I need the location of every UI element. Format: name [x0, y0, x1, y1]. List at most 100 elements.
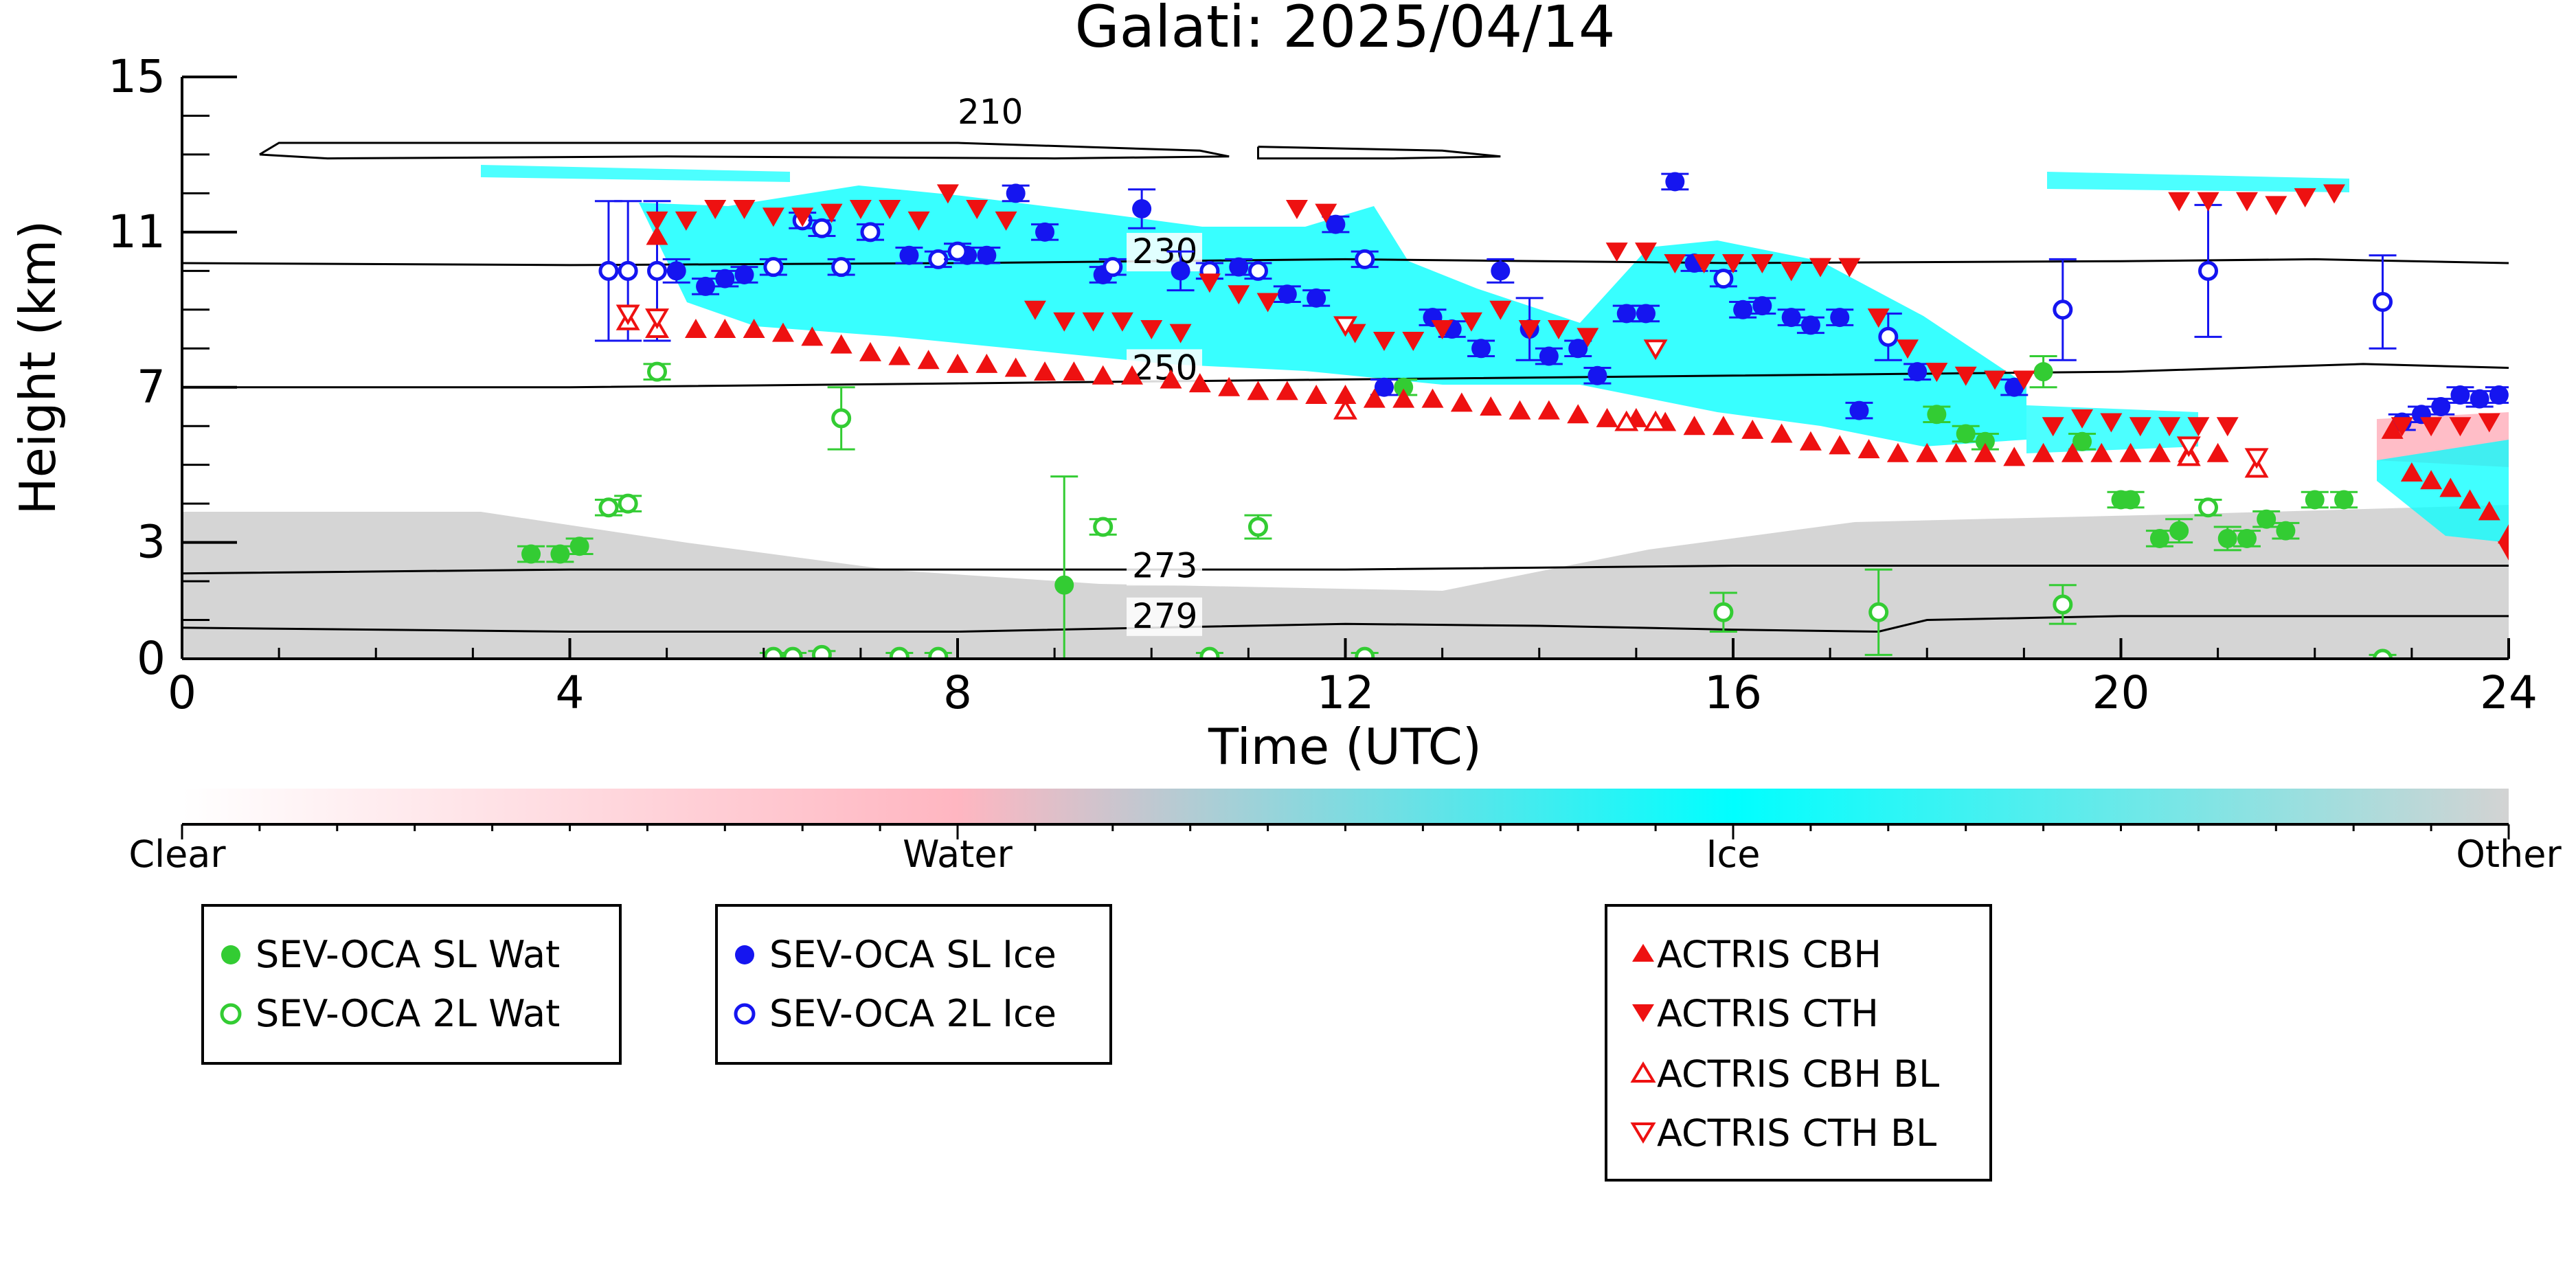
data-point — [2216, 417, 2239, 437]
data-point — [521, 544, 541, 564]
data-point — [831, 408, 852, 429]
data-point — [1392, 388, 1415, 408]
data-point — [1199, 646, 1220, 659]
colorbar-gradient — [182, 789, 2509, 823]
y-tick-label: 0 — [137, 632, 166, 685]
data-point — [1450, 392, 1473, 412]
data-point — [1169, 324, 1192, 343]
data-point — [2305, 490, 2325, 510]
data-point — [1664, 254, 1686, 274]
data-point — [936, 184, 959, 204]
data-point — [2197, 192, 2219, 212]
data-point — [2061, 442, 2083, 462]
data-point — [1160, 369, 1182, 389]
contour-label: 279 — [1132, 596, 1197, 636]
data-point — [1984, 370, 2007, 390]
legend-actris: ACTRIS CBH ACTRIS CTH ACTRIS CBH BL ACTR… — [1605, 904, 1992, 1182]
data-point — [1460, 312, 1482, 332]
data-point — [2148, 442, 2171, 462]
data-point — [1053, 312, 1076, 332]
data-point — [2169, 521, 2189, 541]
y-tick-label: 11 — [108, 205, 166, 258]
data-point — [1830, 308, 1850, 328]
data-point — [1838, 258, 1861, 278]
data-point — [1276, 381, 1298, 400]
data-point — [860, 222, 881, 242]
data-point — [1849, 400, 1869, 420]
data-point — [2265, 196, 2287, 216]
data-point — [598, 260, 619, 281]
data-point — [1491, 261, 1511, 281]
data-point — [1103, 257, 1123, 278]
data-point — [2489, 385, 2509, 405]
data-point — [2470, 389, 2489, 409]
data-point — [1643, 339, 1668, 361]
data-point — [2053, 300, 2073, 320]
colorbar-label-other: Other — [2456, 833, 2562, 876]
temperature-contour — [259, 142, 1230, 160]
data-point — [1886, 442, 1909, 462]
data-point — [2498, 541, 2509, 561]
data-point — [1588, 365, 1607, 385]
data-point — [1751, 254, 1774, 274]
data-point — [1568, 339, 1588, 359]
data-point — [2176, 436, 2201, 457]
data-point — [1780, 262, 1803, 282]
data-point — [1218, 376, 1241, 396]
series-sev-oca-sl-ice — [662, 172, 2509, 432]
data-point — [2420, 417, 2443, 437]
data-point — [1402, 331, 1425, 351]
x-tick-label: 0 — [168, 666, 196, 719]
data-point — [1509, 400, 1531, 420]
data-point — [1539, 346, 1559, 366]
data-point — [2013, 370, 2035, 390]
data-point — [917, 350, 940, 370]
legend-marker-cbh — [1632, 944, 1654, 962]
y-tick-label: 3 — [137, 516, 166, 569]
colorbar-label-water: Water — [903, 833, 1013, 876]
data-point — [1636, 304, 1656, 324]
legend-label-cth: ACTRIS CTH — [1657, 992, 1879, 1035]
data-point — [2420, 470, 2443, 490]
contour-label-bg — [1127, 547, 1203, 586]
data-point — [1927, 405, 1947, 425]
data-point — [2450, 385, 2470, 405]
legend-label-sl-wat: SEV-OCA SL Wat — [256, 933, 560, 976]
data-point — [2373, 648, 2393, 659]
legend-label-cbh-bl: ACTRIS CBH BL — [1657, 1052, 1939, 1096]
data-point — [2431, 396, 2451, 416]
data-point — [1567, 404, 1590, 424]
series-actris-cth — [646, 184, 2509, 561]
data-point — [2373, 292, 2393, 313]
data-point — [647, 260, 668, 281]
data-point — [2053, 594, 2073, 615]
x-tick-label: 20 — [2092, 666, 2150, 719]
data-point — [1305, 385, 1328, 405]
data-point — [1035, 222, 1055, 242]
data-point — [1799, 431, 1822, 451]
data-point — [734, 264, 754, 284]
colorbar-label-ice: Ice — [1706, 833, 1761, 876]
temperature-contour — [182, 615, 2509, 633]
data-point — [1247, 381, 1269, 400]
chart-title: Galati: 2025/04/14 — [1075, 0, 1616, 60]
data-point — [947, 241, 968, 262]
data-point — [1355, 646, 1375, 659]
ice-region-late — [2377, 440, 2509, 543]
data-point — [2235, 192, 2258, 212]
data-point — [1867, 308, 1890, 328]
data-point — [2217, 528, 2237, 548]
data-point — [859, 341, 881, 361]
data-point — [811, 218, 832, 238]
x-tick-label: 12 — [1317, 666, 1375, 719]
data-point — [1733, 300, 1753, 319]
data-point — [666, 261, 686, 281]
data-point — [2168, 192, 2191, 212]
legend-actris-frame — [1605, 904, 1992, 1182]
data-point — [820, 203, 843, 223]
legend-water: SEV-OCA SL Wat SEV-OCA 2L Wat — [201, 904, 622, 1065]
data-point — [2071, 409, 2094, 429]
legend-label-2l-ice: SEV-OCA 2L Ice — [769, 992, 1057, 1035]
data-point — [1228, 285, 1250, 305]
data-point — [830, 334, 852, 354]
